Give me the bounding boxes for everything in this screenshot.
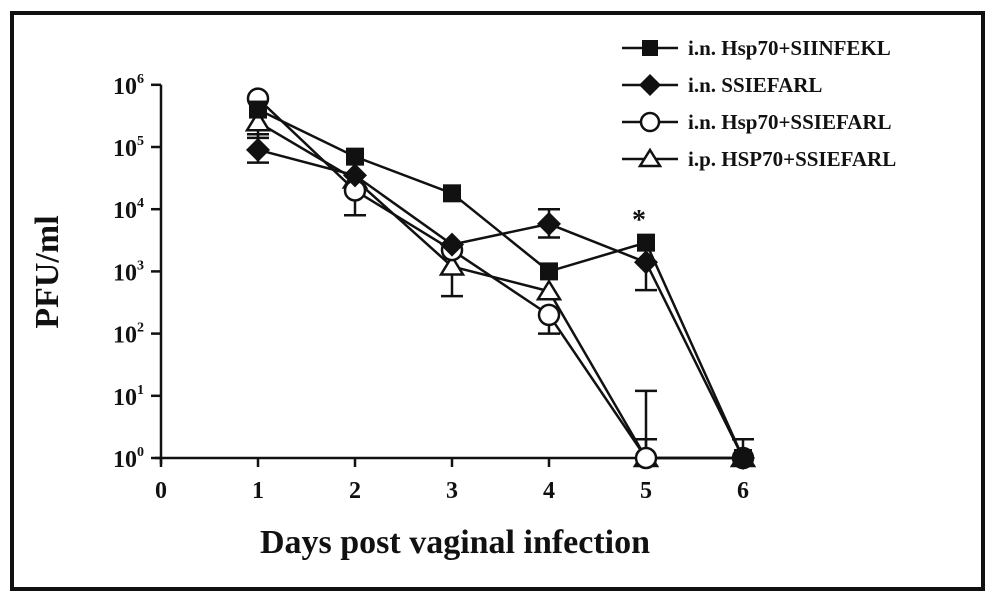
y-tick-label: 105 <box>113 134 144 162</box>
square-marker <box>540 262 558 281</box>
x-tick-label: 5 <box>640 478 652 504</box>
square-marker <box>443 184 461 203</box>
legend-label: i.n. Hsp70+SIINFEKL <box>688 36 891 60</box>
legend-item: i.n. Hsp70+SSIEFARL <box>622 110 892 134</box>
circle-marker <box>537 303 561 327</box>
diamond-marker <box>440 232 464 257</box>
series-3 <box>244 109 757 468</box>
figure-frame <box>10 11 985 591</box>
y-tick-label: 102 <box>113 321 144 349</box>
diamond-marker <box>537 211 561 236</box>
diamond-marker <box>634 250 658 275</box>
diamond-marker <box>639 74 661 96</box>
x-tick-label: 6 <box>737 478 749 504</box>
significance-asterisk: * <box>632 205 646 236</box>
series-line <box>257 108 745 459</box>
series-line <box>257 97 743 460</box>
y-axis-title: PFU/ml <box>29 215 66 328</box>
square-marker <box>734 449 752 467</box>
x-axis-title: Days post vaginal infection <box>260 524 650 561</box>
series-0 <box>249 100 752 467</box>
circle-marker <box>639 111 661 133</box>
y-tick-label: 104 <box>113 196 144 224</box>
series-line <box>257 148 745 459</box>
series-1 <box>246 133 755 470</box>
diamond-marker <box>246 137 270 162</box>
y-tick-label: 101 <box>113 383 144 411</box>
square-marker <box>346 147 364 166</box>
series-line <box>257 121 743 460</box>
legend-label: i.p. HSP70+SSIEFARL <box>688 147 896 171</box>
square-marker <box>642 40 658 56</box>
y-tick-label: 100 <box>113 445 144 473</box>
data-series <box>244 87 757 470</box>
triangle-marker <box>438 254 466 276</box>
x-tick-label: 0 <box>155 478 167 504</box>
x-tick-label: 4 <box>543 478 555 504</box>
legend-label: i.n. SSIEFARL <box>688 73 822 97</box>
legend-label: i.n. Hsp70+SSIEFARL <box>688 110 892 134</box>
y-tick-label: 103 <box>113 258 144 286</box>
x-tick-label: 2 <box>349 478 361 504</box>
legend-item: i.n. SSIEFARL <box>622 73 822 97</box>
legend-item: i.n. Hsp70+SIINFEKL <box>622 36 891 60</box>
square-marker <box>249 100 267 119</box>
triangle-marker <box>637 147 663 168</box>
square-marker <box>637 233 655 252</box>
y-tick-label: 106 <box>113 72 144 100</box>
diamond-marker <box>343 163 367 188</box>
triangle-marker <box>535 278 563 301</box>
triangle-marker <box>244 109 272 132</box>
circle-marker <box>634 446 658 470</box>
x-tick-label: 3 <box>446 478 458 504</box>
legend: i.n. Hsp70+SIINFEKL i.n. SSIEFARL i.n. Hsp… <box>622 36 896 171</box>
legend-item: i.p. HSP70+SSIEFARL <box>622 147 896 171</box>
x-tick-label: 1 <box>252 478 264 504</box>
